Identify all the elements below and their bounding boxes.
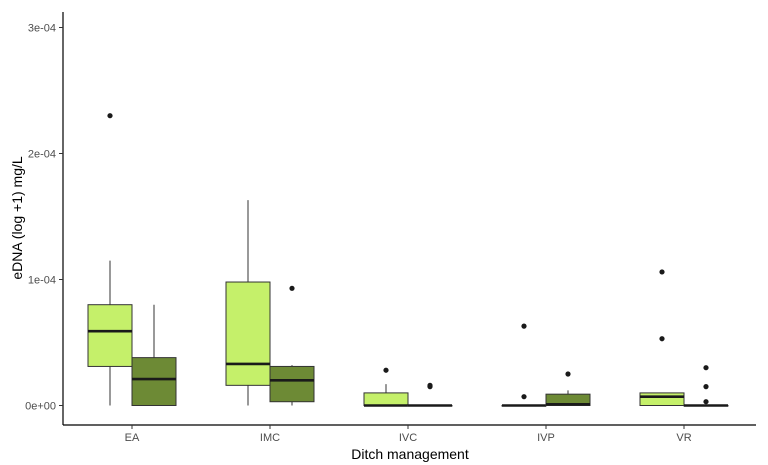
outlier-point (521, 323, 527, 329)
outlier-point (703, 365, 709, 371)
box-iqr (639, 392, 685, 406)
box-group (407, 382, 453, 407)
y-tick-label: 2e-04 (28, 149, 56, 161)
box-iqr (87, 304, 133, 367)
x-tick-label: IMC (260, 432, 280, 444)
box-group (225, 200, 271, 406)
box-iqr (225, 281, 271, 386)
x-axis-ticks: EA IMC IVC IVP VR (125, 425, 692, 444)
box-iqr (131, 357, 177, 406)
y-tick-label: 3e-04 (28, 23, 56, 35)
box-group (269, 285, 315, 406)
outlier-point (427, 384, 433, 390)
box-group (363, 367, 409, 407)
box-group (87, 113, 133, 406)
x-tick-label: IVP (537, 432, 555, 444)
box-iqr (269, 365, 315, 403)
outlier-point (289, 285, 295, 291)
plot-area (87, 113, 729, 407)
y-tick-label: 0e+00 (25, 401, 56, 413)
box-group (501, 323, 547, 407)
box-group (639, 269, 685, 406)
outlier-point (703, 399, 709, 405)
outlier-point (521, 394, 527, 400)
outlier-point (383, 367, 389, 373)
x-axis-title: Ditch management (351, 446, 469, 462)
y-axis-title: eDNA (log +1) mg/L (9, 156, 25, 280)
box-iqr (363, 392, 409, 406)
outlier-point (659, 336, 665, 342)
outlier-point (107, 113, 113, 119)
y-axis-ticks: 0e+00 1e-04 2e-04 3e-04 (25, 23, 63, 413)
outlier-point (565, 371, 571, 377)
box-group (131, 304, 177, 406)
box-group (683, 365, 729, 407)
box-group (545, 371, 591, 407)
outlier-point (659, 269, 665, 275)
x-tick-label: IVC (399, 432, 417, 444)
y-tick-label: 1e-04 (28, 275, 56, 287)
x-tick-label: EA (125, 432, 140, 444)
outlier-point (703, 384, 709, 390)
x-tick-label: VR (676, 432, 691, 444)
